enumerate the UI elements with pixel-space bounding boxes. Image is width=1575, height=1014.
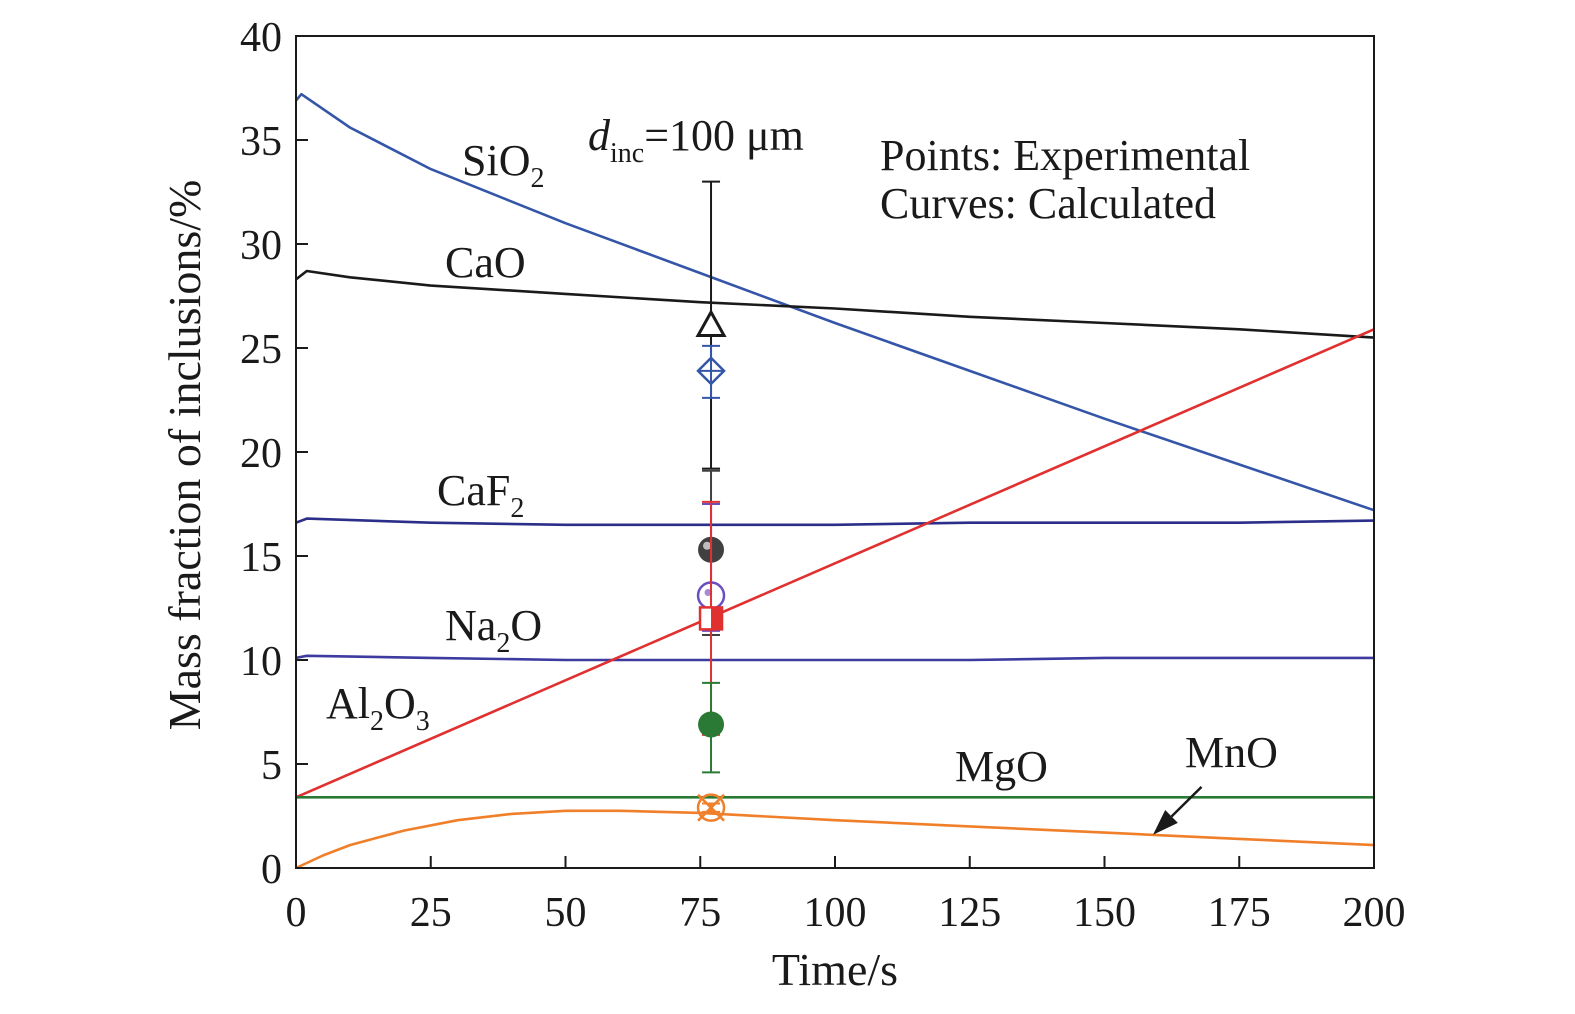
- y-tick-label-0: 0: [261, 847, 282, 893]
- x-tick-label-0: 0: [286, 890, 307, 936]
- ticks-layer: 0 25 50 75 100 125 150 175 200 0 5 10 15 20 25 30 35 40: [240, 15, 1406, 936]
- x-tick-label-50: 50: [545, 890, 587, 936]
- points-layer: [695, 180, 727, 822]
- x-tick-label-175: 175: [1208, 890, 1271, 936]
- experimental-point-mno: [696, 793, 726, 822]
- series-line-caf2: [295, 517, 1375, 527]
- x-tick-label-100: 100: [804, 890, 867, 936]
- experimental-point-sio2: [696, 344, 726, 399]
- series-label-caf2: CaF2: [437, 466, 524, 524]
- y-tick-label-20: 20: [240, 431, 282, 477]
- series-line-na2o: [295, 654, 1374, 662]
- size-annotation: dinc=100 μm: [588, 111, 804, 169]
- marker-cao: [695, 309, 727, 338]
- y-axis-label: Mass fraction of inclusions/%: [159, 180, 210, 731]
- y-tick-label-15: 15: [240, 535, 282, 581]
- x-tick-label-150: 150: [1073, 890, 1136, 936]
- marker-caf2-highlight: [703, 541, 712, 550]
- series-layer: [295, 92, 1375, 870]
- series-line-al2o3: [295, 328, 1375, 799]
- series-line-mno: [295, 809, 1375, 870]
- series-label-cao: CaO: [445, 238, 526, 287]
- series-label-na2o: Na2O: [445, 601, 542, 659]
- y-tick-label-40: 40: [240, 15, 282, 61]
- marker-mno: [696, 793, 726, 822]
- y-tick-label-5: 5: [261, 743, 282, 789]
- marker-na2o-dot: [704, 589, 712, 597]
- y-tick-label-35: 35: [240, 119, 282, 165]
- series-line-sio2: [295, 92, 1375, 512]
- x-tick-label-200: 200: [1343, 890, 1406, 936]
- x-tick-label-125: 125: [938, 890, 1001, 936]
- marker-mno-cross2: [697, 793, 725, 822]
- series-label-sio2: SiO2: [462, 136, 544, 194]
- y-tick-label-30: 30: [240, 223, 282, 269]
- marker-mgo: [698, 711, 725, 738]
- arrow-head: [1153, 810, 1178, 835]
- arrow-shaft: [1170, 785, 1203, 818]
- experimental-point-cao: [695, 180, 727, 470]
- x-tick-label-75: 75: [679, 890, 721, 936]
- series-label-mgo: MgO: [955, 742, 1048, 791]
- points-note: Points: Experimental: [880, 131, 1250, 180]
- y-tick-label-25: 25: [240, 327, 282, 373]
- x-tick-label-25: 25: [410, 890, 452, 936]
- series-label-mno: MnO: [1185, 728, 1278, 777]
- mno-arrow: [1153, 785, 1203, 835]
- curves-note: Curves: Calculated: [880, 179, 1216, 228]
- marker-al2o3-fill: [711, 607, 723, 630]
- y-tick-label-10: 10: [240, 639, 282, 685]
- experimental-point-mgo: [698, 681, 725, 774]
- series-label-al2o3: Al2O3: [326, 679, 430, 737]
- series-line-cao: [295, 269, 1375, 339]
- x-axis-label: Time/s: [772, 944, 898, 995]
